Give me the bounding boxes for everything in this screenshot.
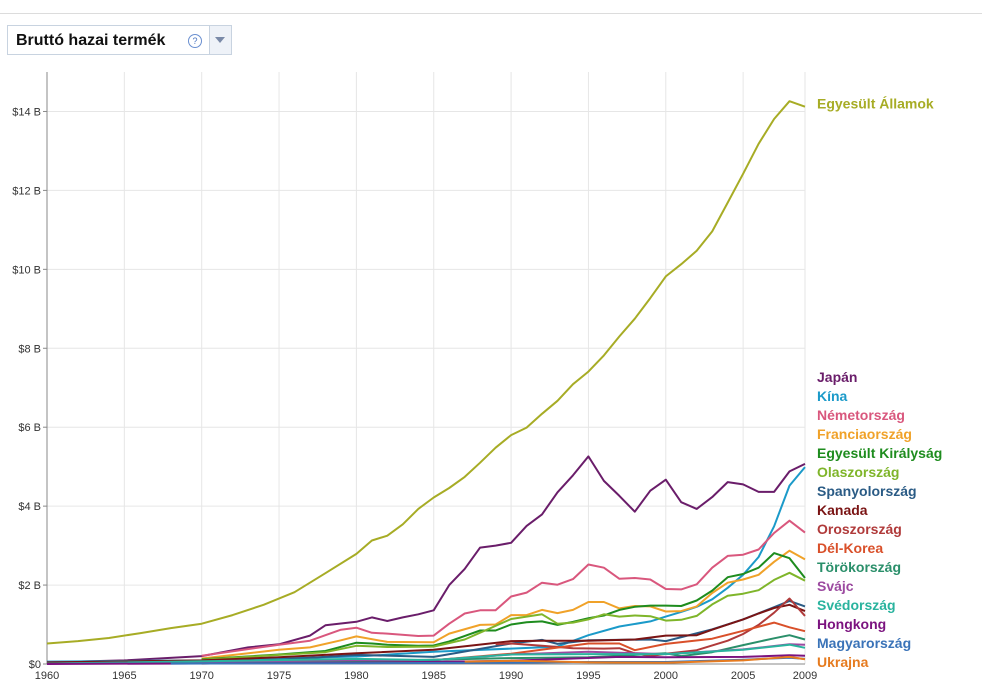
legend-item[interactable]: Oroszország (817, 521, 902, 537)
legend-item[interactable]: Hongkong (817, 616, 886, 632)
metric-selector[interactable]: Bruttó hazai termék ? (7, 25, 232, 55)
x-tick-label: 1960 (35, 670, 59, 682)
series-line[interactable] (201, 549, 806, 660)
x-tick-label: 2000 (654, 670, 678, 682)
y-tick-label: $12 B (12, 185, 41, 197)
y-tick-label: $0 (29, 659, 41, 671)
legend-item[interactable]: Magyarország (817, 635, 911, 651)
legend-item[interactable]: Japán (817, 369, 857, 385)
x-tick-label: 1970 (189, 670, 213, 682)
y-tick-label: $4 B (18, 501, 41, 513)
y-tick-label: $2 B (18, 580, 41, 592)
x-tick-label: 1995 (576, 670, 600, 682)
x-tick-label: 1990 (499, 670, 523, 682)
x-tick-label: 2009 (793, 670, 817, 682)
legend-item[interactable]: Ukrajna (817, 654, 869, 670)
series-line[interactable] (46, 466, 806, 663)
legend-item[interactable]: Törökország (817, 559, 901, 575)
series-line[interactable] (46, 100, 806, 645)
x-tick-label: 1980 (344, 670, 368, 682)
legend-item[interactable]: Németország (817, 407, 905, 423)
chevron-down-icon (215, 37, 225, 43)
legend-item[interactable]: Egyesült Királyság (817, 445, 942, 461)
series-line[interactable] (464, 655, 806, 664)
legend-item[interactable]: Egyesült Államok (817, 96, 934, 112)
legend-item[interactable]: Spanyolország (817, 483, 917, 499)
x-tick-label: 1965 (112, 670, 136, 682)
legend-item[interactable]: Olaszország (817, 464, 899, 480)
x-tick-label: 2005 (731, 670, 755, 682)
metric-selector-label: Bruttó hazai termék (16, 32, 166, 49)
legend-item[interactable]: Kína (817, 388, 848, 404)
series-line[interactable] (46, 643, 806, 665)
y-tick-label: $14 B (12, 106, 41, 118)
legend-item[interactable]: Franciaország (817, 426, 912, 442)
series-line[interactable] (46, 603, 806, 664)
y-tick-label: $6 B (18, 422, 41, 434)
help-icon[interactable]: ? (188, 34, 202, 48)
metric-dropdown-button[interactable] (209, 26, 231, 54)
series-line[interactable] (46, 455, 806, 664)
x-tick-label: 1985 (421, 670, 445, 682)
legend-item[interactable]: Svédország (817, 597, 896, 613)
legend-item[interactable]: Svájc (817, 578, 854, 594)
y-tick-label: $8 B (18, 343, 41, 355)
y-tick-label: $10 B (12, 264, 41, 276)
series-line[interactable] (201, 571, 806, 661)
legend-item[interactable]: Kanada (817, 502, 868, 518)
series-line[interactable] (201, 519, 806, 657)
x-tick-label: 1975 (267, 670, 291, 682)
legend-item[interactable]: Dél-Korea (817, 540, 883, 556)
top-divider (0, 13, 982, 14)
